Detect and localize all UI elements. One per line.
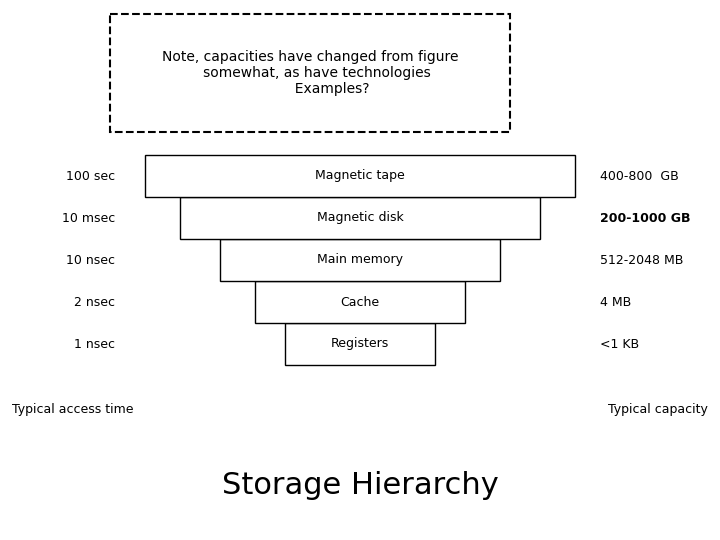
Text: 400-800  GB: 400-800 GB [600, 170, 679, 183]
Text: 1 nsec: 1 nsec [74, 338, 115, 350]
Text: Registers: Registers [331, 338, 389, 350]
Text: Typical capacity: Typical capacity [608, 403, 708, 416]
Text: Main memory: Main memory [317, 253, 403, 267]
Text: 512-2048 MB: 512-2048 MB [600, 253, 683, 267]
Text: Note, capacities have changed from figure
   somewhat, as have technologies
    : Note, capacities have changed from figur… [162, 50, 458, 96]
Text: Cache: Cache [341, 295, 379, 308]
Text: 10 msec: 10 msec [62, 212, 115, 225]
Text: 10 nsec: 10 nsec [66, 253, 115, 267]
Text: 100 sec: 100 sec [66, 170, 115, 183]
Bar [285, 323, 435, 365]
Bar [180, 197, 540, 239]
Text: 200-1000 GB: 200-1000 GB [600, 212, 690, 225]
Text: 2 nsec: 2 nsec [74, 295, 115, 308]
Text: <1 KB: <1 KB [600, 338, 639, 350]
Text: 4 MB: 4 MB [600, 295, 631, 308]
Text: Magnetic disk: Magnetic disk [317, 212, 403, 225]
Bar [255, 281, 465, 323]
Bar [110, 14, 510, 132]
Bar [145, 155, 575, 197]
Text: Storage Hierarchy: Storage Hierarchy [222, 470, 498, 500]
Text: Typical access time: Typical access time [12, 403, 133, 416]
Text: Magnetic tape: Magnetic tape [315, 170, 405, 183]
Bar [220, 239, 500, 281]
